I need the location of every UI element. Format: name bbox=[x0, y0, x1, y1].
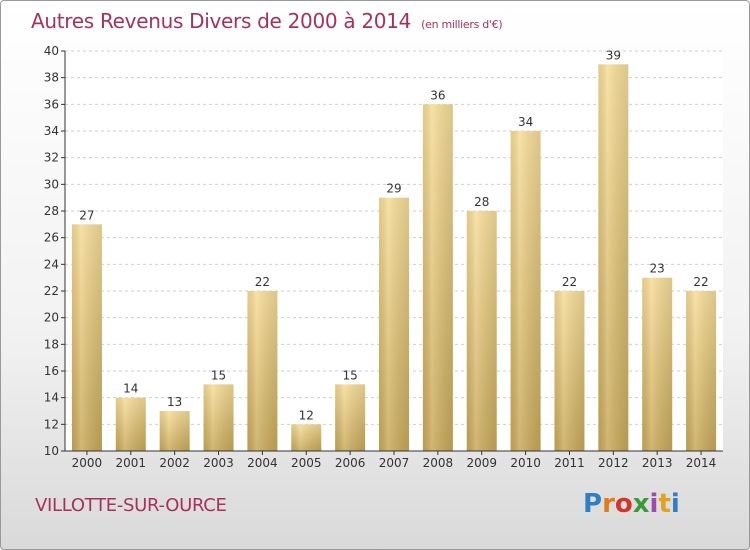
y-tick-label: 12 bbox=[44, 417, 59, 431]
chart-title: Autres Revenus Divers de 2000 à 2014 (en… bbox=[31, 9, 503, 33]
bar-shade bbox=[642, 277, 673, 451]
bar-shade bbox=[422, 104, 453, 451]
y-tick-label: 38 bbox=[44, 71, 59, 85]
data-label: 39 bbox=[606, 48, 621, 62]
commune-name: VILLOTTE-SUR-OURCE bbox=[35, 495, 227, 516]
y-tick-label: 36 bbox=[44, 97, 59, 111]
x-tick-label: 2010 bbox=[510, 456, 541, 470]
bar-shade bbox=[379, 197, 409, 451]
bar-shade bbox=[71, 224, 102, 451]
x-tick-label: 2008 bbox=[423, 456, 454, 470]
data-label: 15 bbox=[211, 368, 226, 382]
data-label: 23 bbox=[650, 262, 665, 276]
bar-shade bbox=[247, 291, 278, 451]
bar-shade bbox=[686, 291, 717, 451]
x-tick-label: 2006 bbox=[335, 456, 366, 470]
x-tick-label: 2003 bbox=[203, 456, 234, 470]
data-label: 34 bbox=[518, 115, 533, 129]
bar-shade bbox=[510, 131, 541, 451]
proxiti-logo: Proxiti bbox=[583, 489, 680, 519]
y-tick-label: 18 bbox=[44, 337, 59, 351]
x-tick-label: 2013 bbox=[642, 456, 673, 470]
x-tick-label: 2002 bbox=[159, 456, 190, 470]
y-tick-label: 34 bbox=[44, 124, 59, 138]
data-label: 15 bbox=[342, 368, 357, 382]
x-tick-label: 2011 bbox=[554, 456, 585, 470]
y-tick-label: 30 bbox=[44, 177, 59, 191]
x-tick-label: 2005 bbox=[291, 456, 322, 470]
y-tick-label: 16 bbox=[44, 364, 59, 378]
y-tick-label: 28 bbox=[44, 204, 59, 218]
x-tick-label: 2014 bbox=[686, 456, 717, 470]
axis-layer: 10 12 14 16 18 20 22 24 26 28 30 32 34 36 38 40 bbox=[44, 44, 723, 458]
y-tick-label: 22 bbox=[44, 284, 59, 298]
bar-shade bbox=[554, 291, 585, 451]
bar-shade bbox=[466, 211, 497, 451]
bar-shade bbox=[598, 64, 629, 452]
bar-shade bbox=[291, 424, 322, 451]
data-label: 28 bbox=[474, 195, 489, 209]
y-tick-label: 32 bbox=[44, 151, 59, 165]
data-label: 29 bbox=[386, 182, 401, 196]
data-label: 22 bbox=[693, 275, 708, 289]
x-tick-label: 2007 bbox=[379, 456, 410, 470]
x-tick-label: 2009 bbox=[466, 456, 497, 470]
label-layer: 2000 27 2001 14 2002 13 2003 15 2004 22 2005 12 2006… bbox=[72, 48, 717, 470]
x-tick-label: 2001 bbox=[116, 456, 147, 470]
data-label: 12 bbox=[299, 408, 314, 422]
y-tick-label: 20 bbox=[44, 311, 59, 325]
chart-subtitle: (en milliers d'€) bbox=[421, 18, 503, 31]
data-label: 22 bbox=[255, 275, 270, 289]
data-label: 36 bbox=[430, 88, 445, 102]
data-label: 13 bbox=[167, 395, 182, 409]
y-tick-label: 10 bbox=[44, 444, 59, 458]
y-tick-label: 26 bbox=[44, 231, 59, 245]
data-label: 14 bbox=[123, 382, 138, 396]
y-tick-label: 14 bbox=[44, 391, 59, 405]
chart-title-text: Autres Revenus Divers de 2000 à 2014 bbox=[31, 9, 412, 33]
x-tick-label: 2000 bbox=[72, 456, 103, 470]
bar-shade bbox=[159, 411, 190, 451]
data-label: 27 bbox=[79, 208, 94, 222]
bar-shade bbox=[335, 384, 366, 451]
data-label: 22 bbox=[562, 275, 577, 289]
y-tick-label: 24 bbox=[44, 257, 59, 271]
x-tick-label: 2012 bbox=[598, 456, 629, 470]
bar-layer bbox=[71, 64, 717, 452]
bar-shade bbox=[115, 397, 146, 451]
bar-shade bbox=[203, 384, 234, 451]
y-tick-label: 40 bbox=[44, 44, 59, 58]
x-tick-label: 2004 bbox=[247, 456, 278, 470]
